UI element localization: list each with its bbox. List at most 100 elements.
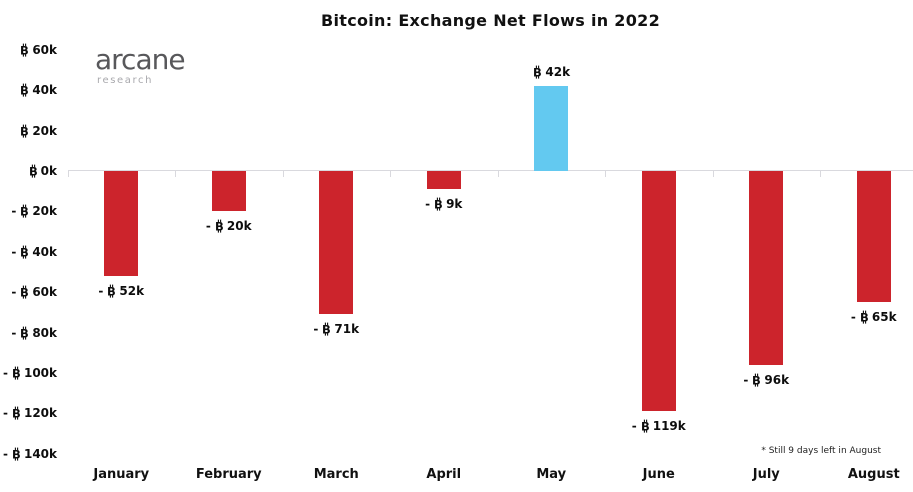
bar-value-label: - B 119k bbox=[605, 419, 713, 433]
label-value: 9k bbox=[446, 197, 463, 211]
svg-text:B: B bbox=[12, 366, 21, 380]
svg-text:B: B bbox=[20, 124, 29, 138]
x-axis-label: April bbox=[426, 467, 462, 482]
bitcoin-symbol-icon: B bbox=[20, 83, 29, 97]
label-sign: - bbox=[313, 322, 319, 336]
y-axis-label: - B 100k bbox=[0, 365, 57, 381]
label-sign: - bbox=[850, 310, 856, 324]
chart-title: Bitcoin: Exchange Net Flows in 2022 bbox=[320, 11, 661, 30]
y-axis-label: B 20k bbox=[0, 123, 57, 139]
bar-june bbox=[641, 171, 676, 411]
label-value: 40k bbox=[32, 83, 57, 98]
svg-text:B: B bbox=[752, 373, 761, 387]
bitcoin-symbol-icon: B bbox=[12, 366, 21, 380]
label-value: 40k bbox=[32, 244, 57, 259]
bar-value-label: - B 71k bbox=[283, 322, 391, 336]
bitcoin-symbol-icon: B bbox=[12, 407, 21, 421]
bitcoin-symbol-icon: B bbox=[29, 164, 38, 178]
label-value: 80k bbox=[32, 325, 57, 340]
label-sign: - bbox=[98, 284, 104, 298]
y-axis-label: B 60k bbox=[0, 42, 57, 58]
label-sign: - bbox=[425, 197, 431, 211]
bar-value-label: - B 65k bbox=[820, 310, 913, 324]
x-axis-label: June bbox=[642, 467, 675, 482]
svg-text:B: B bbox=[12, 407, 21, 421]
bitcoin-symbol-icon: B bbox=[641, 419, 650, 433]
svg-text:B: B bbox=[20, 326, 29, 340]
label-sign: - bbox=[11, 325, 17, 340]
bar-july bbox=[749, 171, 784, 365]
axis-tick bbox=[605, 171, 606, 177]
svg-text:B: B bbox=[107, 284, 116, 298]
svg-text:B: B bbox=[20, 245, 29, 259]
bitcoin-symbol-icon: B bbox=[215, 219, 224, 233]
axis-tick bbox=[820, 171, 821, 177]
bar-value-label: B 42k bbox=[498, 65, 606, 79]
bitcoin-symbol-icon: B bbox=[752, 373, 761, 387]
y-axis-label: - B 140k bbox=[0, 446, 57, 462]
x-axis-label: August bbox=[847, 467, 900, 482]
bitcoin-symbol-icon: B bbox=[20, 205, 29, 219]
label-value: 120k bbox=[23, 406, 57, 421]
axis-tick bbox=[497, 171, 499, 177]
label-value: 42k bbox=[545, 65, 571, 79]
label-value: 140k bbox=[23, 446, 57, 461]
bitcoin-symbol-icon: B bbox=[533, 65, 542, 79]
arcane-logo: arcane research bbox=[95, 43, 186, 87]
bar-january bbox=[104, 171, 139, 276]
x-axis-label: May bbox=[536, 467, 567, 482]
bitcoin-symbol-icon: B bbox=[12, 447, 21, 461]
axis-tick bbox=[712, 171, 714, 177]
x-axis-line bbox=[67, 170, 913, 171]
bar-value-label: - B 9k bbox=[390, 197, 498, 211]
svg-text:B: B bbox=[641, 419, 650, 433]
axis-tick bbox=[282, 171, 284, 177]
bitcoin-symbol-icon: B bbox=[20, 285, 29, 299]
axis-tick bbox=[390, 171, 391, 177]
logo-text: arcane bbox=[95, 43, 186, 76]
label-sign: - bbox=[11, 204, 17, 219]
label-value: 52k bbox=[119, 284, 145, 298]
svg-text:B: B bbox=[215, 219, 224, 233]
bar-april bbox=[426, 171, 461, 189]
axis-tick bbox=[67, 171, 69, 177]
y-axis-label: - B 120k bbox=[0, 405, 57, 421]
label-value: 71k bbox=[334, 322, 360, 336]
bitcoin-symbol-icon: B bbox=[20, 326, 29, 340]
axis-tick bbox=[175, 171, 176, 177]
bar-august bbox=[856, 171, 891, 302]
label-value: 20k bbox=[32, 123, 57, 138]
label-sign: - bbox=[205, 219, 211, 233]
x-axis-label: March bbox=[313, 467, 359, 482]
y-axis-label: - B 20k bbox=[0, 203, 57, 219]
bar-value-label: - B 96k bbox=[713, 373, 821, 387]
svg-text:B: B bbox=[20, 43, 29, 57]
svg-text:B: B bbox=[20, 205, 29, 219]
footnote: * Still 9 days left in August bbox=[761, 446, 881, 456]
y-axis-label: - B 80k bbox=[0, 325, 57, 341]
svg-text:B: B bbox=[533, 65, 542, 79]
bitcoin-symbol-icon: B bbox=[20, 124, 29, 138]
svg-text:B: B bbox=[29, 164, 38, 178]
bitcoin-symbol-icon: B bbox=[107, 284, 116, 298]
svg-text:B: B bbox=[860, 310, 869, 324]
label-sign: - bbox=[631, 419, 637, 433]
bitcoin-symbol-icon: B bbox=[860, 310, 869, 324]
x-axis-label: July bbox=[752, 467, 780, 482]
bar-may bbox=[534, 86, 569, 171]
x-axis-label: February bbox=[195, 467, 262, 482]
label-sign: - bbox=[11, 285, 17, 300]
label-value: 100k bbox=[23, 366, 57, 380]
logo-subtext: research bbox=[97, 75, 154, 86]
label-value: 119k bbox=[652, 419, 686, 433]
label-value: 96k bbox=[764, 373, 790, 387]
label-sign: - bbox=[2, 366, 8, 380]
label-value: 60k bbox=[32, 285, 57, 300]
bitcoin-symbol-icon: B bbox=[322, 322, 331, 336]
label-sign: - bbox=[743, 373, 749, 387]
svg-text:B: B bbox=[12, 447, 21, 461]
label-sign: - bbox=[2, 406, 8, 421]
label-value: 60k bbox=[32, 42, 57, 57]
bitcoin-symbol-icon: B bbox=[20, 43, 29, 57]
y-axis-label: B 40k bbox=[0, 82, 57, 98]
